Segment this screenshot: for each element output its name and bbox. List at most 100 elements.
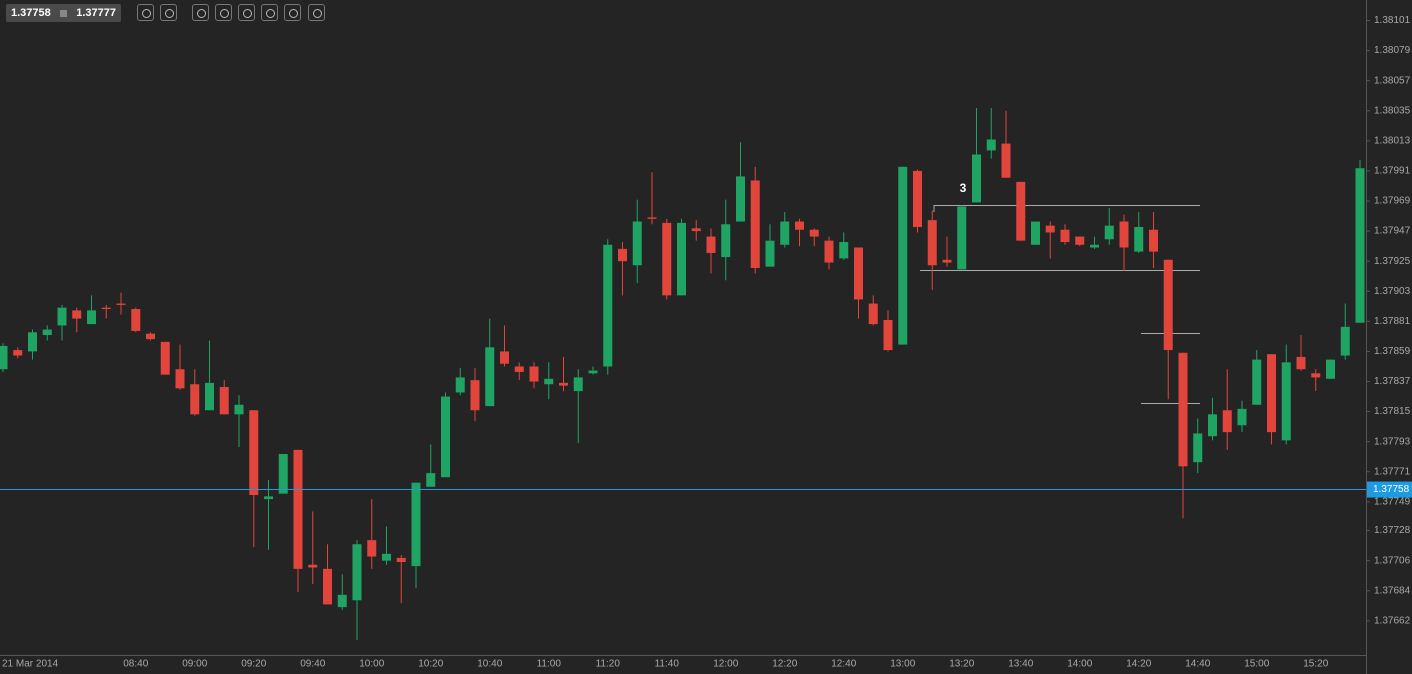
candle-body	[1060, 229, 1070, 243]
price-label: 1.37758	[1373, 484, 1410, 495]
y-tick-label: 1.37903	[1374, 286, 1411, 297]
candle-body	[721, 224, 731, 258]
price-label-bg	[1367, 481, 1412, 498]
candle-body	[13, 350, 23, 356]
candle-body	[470, 380, 480, 411]
candle-body	[898, 166, 908, 345]
zoom-in-button[interactable]	[160, 4, 177, 21]
x-tick-label: 13:20	[949, 659, 974, 670]
candle-body	[1326, 359, 1335, 379]
period-button[interactable]	[192, 4, 209, 21]
candle-body	[264, 496, 273, 500]
candle-body	[1252, 359, 1262, 405]
edit-button[interactable]	[284, 4, 301, 21]
x-tick-label: 14:00	[1067, 659, 1092, 670]
x-tick-label: 09:20	[241, 659, 266, 670]
x-tick-label: 10:40	[477, 659, 502, 670]
quote-box[interactable]: 1.37758 1.37777	[6, 4, 121, 22]
x-tick-label: 10:00	[359, 659, 384, 670]
ask: 1.37777	[76, 7, 116, 19]
candle-body	[1193, 433, 1203, 463]
y-tick-label: 1.38079	[1374, 45, 1411, 56]
candle-body	[323, 568, 332, 605]
zoom-out-button[interactable]	[137, 4, 154, 21]
candle-body	[0, 345, 8, 370]
candle-body	[1001, 143, 1011, 178]
candle-body	[116, 303, 126, 305]
candle-body	[278, 453, 288, 494]
y-tick-label: 1.38013	[1374, 135, 1411, 146]
candle-body	[1149, 229, 1158, 252]
candle-body	[146, 333, 155, 340]
candle-body	[337, 594, 347, 608]
candle-body	[795, 221, 804, 230]
candle-body	[352, 544, 362, 601]
candle-body	[1355, 168, 1365, 323]
candle-body	[514, 366, 524, 372]
candle-body	[249, 410, 259, 496]
y-tick-label: 1.37815	[1374, 406, 1411, 417]
x-tick-label: 15:20	[1303, 659, 1328, 670]
x-tick-label: 11:40	[655, 659, 680, 670]
candle-body	[293, 449, 303, 569]
candle-body	[986, 139, 996, 151]
candle-body	[72, 310, 82, 319]
candle-body	[500, 351, 509, 364]
candle-body	[972, 154, 981, 203]
candle-body	[647, 217, 657, 219]
candle-body	[42, 329, 52, 336]
candle-body	[809, 229, 819, 237]
candle-body	[1208, 414, 1217, 437]
candle-body	[28, 332, 37, 352]
y-tick-label: 1.37749	[1374, 496, 1411, 507]
candle-body	[824, 240, 834, 263]
x-tick-label: 14:20	[1126, 659, 1151, 670]
candle-body	[1045, 225, 1055, 233]
x-tick-label: 12:00	[713, 659, 738, 670]
candle-body	[1267, 354, 1276, 433]
x-tick-label: 11:00	[537, 659, 562, 670]
x-tick-label: 13:40	[1008, 659, 1033, 670]
draw-button[interactable]	[308, 4, 325, 21]
candle-body	[780, 221, 790, 245]
candle-body	[618, 248, 627, 262]
candle-body	[1119, 221, 1129, 248]
candle-body	[175, 369, 185, 389]
x-tick-label: 12:20	[772, 659, 797, 670]
candle-body	[455, 377, 465, 393]
chart-type-button[interactable]	[215, 4, 232, 21]
candle-body	[1016, 181, 1026, 241]
x-tick-label: 14:40	[1185, 659, 1210, 670]
candle-body	[913, 170, 922, 227]
candle-body	[1296, 356, 1306, 370]
x-tick-label: 09:40	[300, 659, 325, 670]
date-label: 21 Mar 2014	[2, 659, 59, 670]
candle-body	[559, 382, 568, 386]
annotation: 3	[960, 181, 967, 195]
y-tick-label: 1.37662	[1374, 615, 1411, 626]
candle-body	[190, 384, 200, 415]
y-tick-label: 1.37837	[1374, 376, 1411, 387]
candle-body	[426, 473, 436, 487]
candle-body	[160, 341, 170, 375]
separator	[60, 9, 67, 17]
x-tick-label: 10:20	[418, 659, 443, 670]
candle-body	[691, 228, 701, 232]
y-tick-label: 1.37881	[1374, 316, 1411, 327]
indicators-button[interactable]	[238, 4, 255, 21]
candle-body	[957, 206, 967, 270]
candle-body	[382, 553, 391, 561]
candle-body	[1237, 408, 1247, 426]
x-tick-label: 15:00	[1244, 659, 1269, 670]
candle-body	[706, 236, 716, 253]
candle-body	[131, 309, 141, 331]
x-tick-label: 11:20	[596, 659, 621, 670]
y-tick-label: 1.38057	[1374, 75, 1411, 86]
bid: 1.37758	[11, 7, 51, 19]
candle-body	[87, 310, 96, 325]
candle-body	[1104, 225, 1114, 240]
x-tick-label: 08:40	[123, 659, 148, 670]
copy-button[interactable]	[261, 4, 278, 21]
candle-body	[308, 564, 318, 568]
